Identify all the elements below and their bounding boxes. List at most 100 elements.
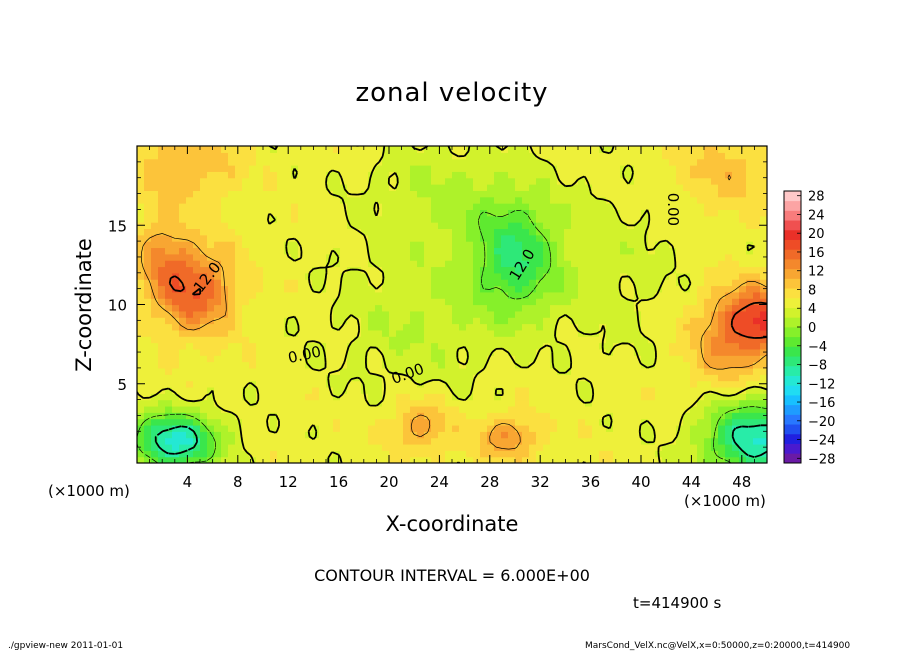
field-cell (564, 298, 572, 306)
field-cell (529, 196, 537, 204)
field-cell (151, 355, 159, 363)
field-cell (410, 158, 418, 166)
field-cell (214, 177, 222, 185)
field-cell (368, 367, 376, 375)
field-cell (431, 405, 439, 413)
field-cell (536, 152, 544, 160)
field-cell (585, 158, 593, 166)
field-cell (354, 380, 362, 388)
field-cell (571, 317, 579, 325)
field-cell (704, 355, 712, 363)
field-cell (291, 380, 299, 388)
field-cell (494, 228, 502, 236)
field-cell (669, 158, 677, 166)
field-cell (550, 190, 558, 198)
field-cell (578, 405, 586, 413)
field-cell (200, 374, 208, 382)
field-cell (263, 222, 271, 230)
field-cell (480, 399, 488, 407)
field-cell (683, 348, 691, 356)
field-cell (277, 348, 285, 356)
field-cell (753, 158, 761, 166)
field-cell (137, 418, 145, 426)
field-cell (620, 367, 628, 375)
field-cell (676, 177, 684, 185)
field-cell (613, 443, 621, 451)
field-cell (389, 222, 397, 230)
field-cell (137, 386, 145, 394)
field-cell (179, 329, 187, 337)
field-cell (228, 317, 236, 325)
field-cell (704, 184, 712, 191)
field-cell (270, 196, 278, 204)
field-cell (158, 279, 166, 287)
field-cell (550, 266, 558, 274)
field-cell (459, 279, 467, 287)
field-cell (599, 393, 607, 401)
field-cell (179, 355, 187, 363)
field-cell (179, 386, 187, 394)
field-cell (298, 190, 306, 198)
field-cell (249, 234, 257, 242)
field-cell (571, 443, 579, 451)
field-cell (207, 431, 215, 439)
field-cell (473, 310, 481, 318)
field-cell (487, 361, 495, 369)
field-cell (319, 209, 327, 217)
field-cell (473, 177, 481, 185)
field-cell (389, 399, 397, 407)
field-cell (613, 184, 621, 191)
field-cell (585, 367, 593, 375)
field-cell (459, 329, 467, 337)
field-cell (305, 374, 313, 382)
field-cell (158, 241, 166, 249)
field-cell (445, 203, 453, 210)
field-cell (375, 367, 383, 375)
field-cell (256, 285, 264, 293)
field-cell (312, 367, 320, 375)
field-cell (347, 450, 355, 458)
field-cell (487, 342, 495, 350)
field-cell (648, 253, 656, 261)
field-cell (354, 247, 362, 255)
field-cell (627, 152, 635, 160)
field-cell (571, 374, 579, 382)
field-cell (683, 393, 691, 401)
field-cell (284, 393, 292, 401)
field-cell (718, 323, 726, 331)
field-cell (606, 418, 614, 426)
field-cell (431, 456, 439, 463)
field-cell (382, 196, 390, 204)
field-cell (662, 374, 670, 382)
colorbar-segment (784, 220, 801, 231)
field-cell (746, 184, 754, 191)
field-cell (620, 177, 628, 185)
field-cell (480, 437, 488, 445)
field-cell (592, 374, 600, 382)
field-cell (585, 234, 593, 242)
field-cell (305, 367, 313, 375)
field-cell (452, 361, 460, 369)
field-cell (347, 171, 355, 179)
field-cell (571, 260, 579, 268)
field-cell (298, 260, 306, 268)
field-cell (151, 266, 159, 274)
field-cell (739, 266, 747, 274)
field-cell (578, 272, 586, 280)
field-cell (543, 196, 551, 204)
field-cell (298, 450, 306, 458)
field-cell (158, 215, 166, 223)
field-cell (697, 285, 705, 293)
field-cell (613, 450, 621, 458)
field-cell (711, 272, 719, 280)
field-cell (417, 437, 425, 445)
field-cell (389, 412, 397, 420)
field-cell (438, 285, 446, 293)
field-cell (165, 310, 173, 318)
field-cell (396, 348, 404, 356)
field-cell (732, 418, 740, 426)
field-cell (284, 342, 292, 350)
field-cell (634, 348, 642, 356)
field-cell (270, 367, 278, 375)
field-cell (690, 304, 698, 312)
